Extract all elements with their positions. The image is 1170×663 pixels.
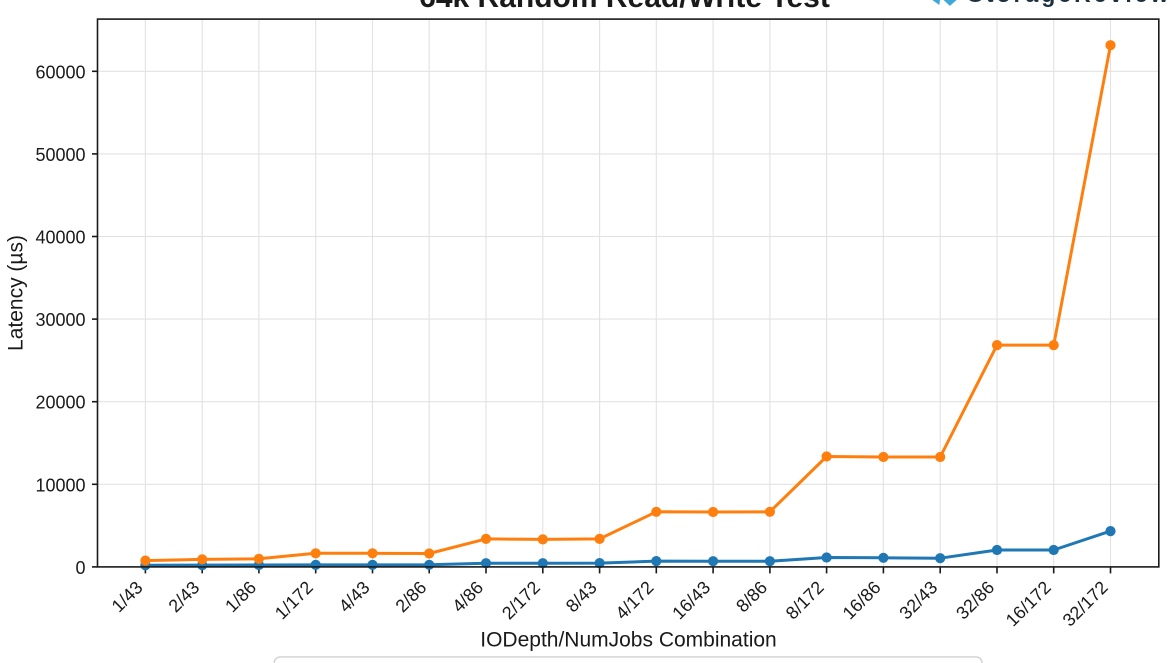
svg-text:Latency (µs): Latency (µs): [5, 235, 28, 351]
svg-text:10000: 10000: [35, 475, 85, 495]
svg-text:30000: 30000: [35, 310, 85, 330]
svg-text:StorageReview: StorageReview: [968, 0, 1170, 7]
svg-text:IODepth/NumJobs Combination: IODepth/NumJobs Combination: [480, 629, 776, 652]
svg-text:64k Random Read/Write Test: 64k Random Read/Write Test: [419, 0, 830, 14]
svg-text:50000: 50000: [35, 145, 85, 165]
svg-text:20000: 20000: [35, 393, 85, 413]
svg-text:0: 0: [75, 558, 85, 578]
svg-text:60000: 60000: [35, 62, 85, 82]
svg-text:40000: 40000: [35, 228, 85, 248]
